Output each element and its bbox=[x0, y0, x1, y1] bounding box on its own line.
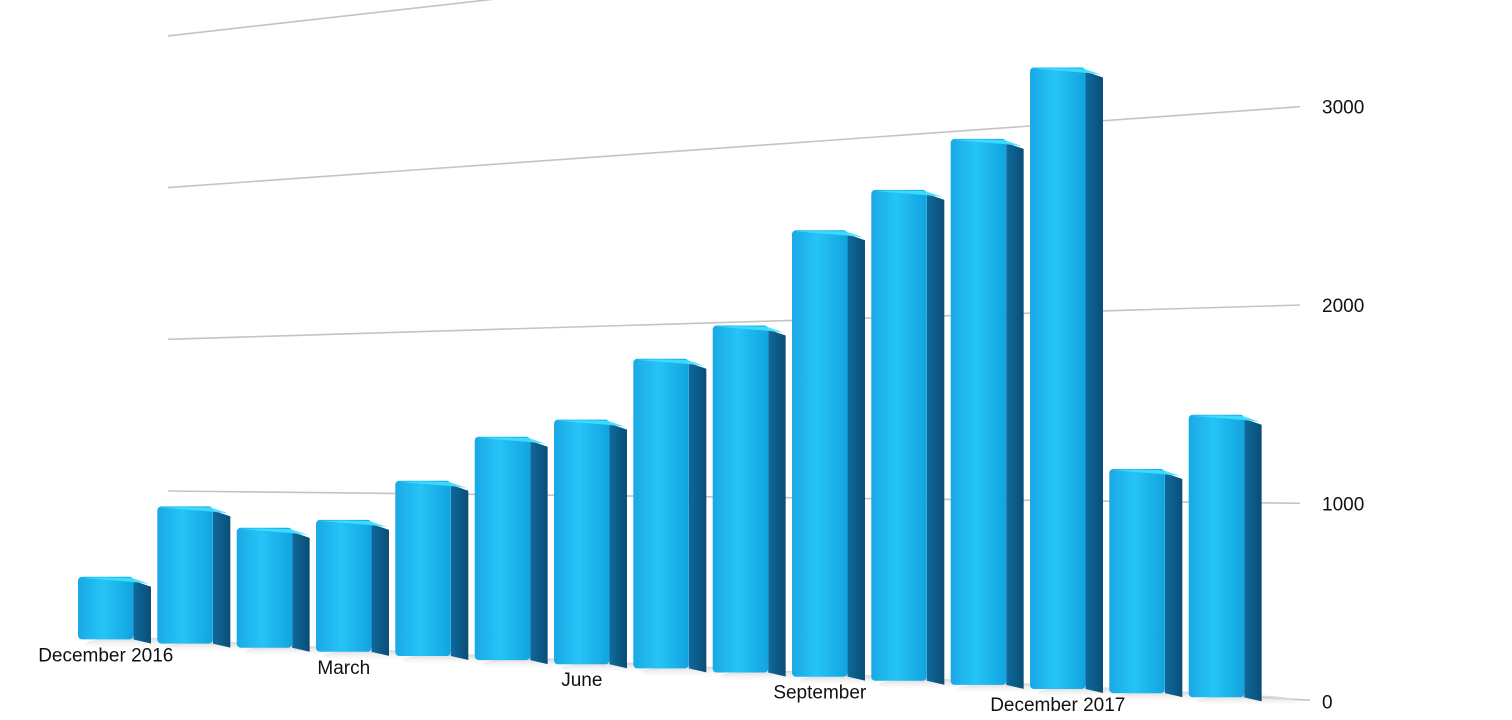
gridline-4000 bbox=[167, 0, 494, 37]
bars bbox=[78, 67, 1262, 702]
bar bbox=[950, 138, 1024, 689]
bar-side bbox=[688, 362, 707, 673]
bar-front bbox=[316, 519, 372, 652]
bar bbox=[633, 358, 707, 673]
bar bbox=[1030, 67, 1103, 694]
bar bbox=[554, 419, 627, 669]
bar-front bbox=[157, 506, 213, 644]
bar-side bbox=[1164, 472, 1183, 698]
bar-side bbox=[1006, 142, 1024, 689]
bar-side bbox=[212, 510, 231, 648]
bar-top bbox=[238, 528, 308, 535]
bar bbox=[474, 436, 548, 665]
bar-side bbox=[609, 423, 627, 669]
bar-front bbox=[633, 358, 689, 669]
bar-front bbox=[950, 138, 1007, 685]
bar-top bbox=[397, 481, 467, 488]
bar-top bbox=[318, 520, 387, 527]
y-tick-label: 1000 bbox=[1322, 494, 1364, 515]
bar-top bbox=[556, 420, 625, 427]
bar bbox=[236, 527, 310, 652]
bar-side bbox=[1244, 418, 1262, 702]
bar-front bbox=[554, 419, 610, 665]
bar-front bbox=[1030, 67, 1086, 689]
bar-side bbox=[926, 193, 945, 685]
bar-side bbox=[450, 484, 469, 660]
bar-side bbox=[133, 580, 151, 644]
bar-side bbox=[371, 523, 389, 656]
bar-shadow bbox=[1196, 695, 1297, 708]
bar-side bbox=[768, 329, 786, 677]
x-category-label: March bbox=[317, 658, 370, 679]
bar-front bbox=[871, 189, 927, 681]
bar-front bbox=[712, 325, 769, 673]
bar-front bbox=[474, 436, 531, 661]
bar-front bbox=[395, 480, 451, 656]
x-category-label: June bbox=[561, 670, 602, 691]
bar-top bbox=[1190, 415, 1260, 422]
bar-top bbox=[1032, 68, 1101, 75]
x-category-label: December 2017 bbox=[990, 695, 1125, 716]
bar bbox=[1109, 469, 1183, 698]
gridline-3000 bbox=[167, 105, 1301, 189]
bar-top bbox=[159, 507, 229, 514]
bar bbox=[1188, 414, 1262, 702]
y-tick-label: 3000 bbox=[1322, 98, 1364, 119]
bar-front bbox=[792, 230, 848, 677]
y-axis-tick-labels: 01000200030004000 bbox=[1322, 98, 1364, 714]
bar bbox=[157, 506, 231, 648]
bar-top bbox=[794, 231, 863, 238]
bar-front bbox=[1188, 414, 1245, 698]
bar-side bbox=[292, 531, 310, 652]
bar-side bbox=[1085, 71, 1103, 694]
bar-top bbox=[873, 190, 943, 197]
x-category-label: September bbox=[773, 683, 867, 704]
bar-top bbox=[80, 577, 149, 584]
bar bbox=[395, 480, 469, 660]
y-tick-label: 0 bbox=[1322, 693, 1333, 714]
bar-top bbox=[635, 359, 705, 366]
bar-front bbox=[78, 576, 134, 640]
bar bbox=[78, 576, 151, 644]
bar-side bbox=[530, 440, 548, 665]
y-tick-label: 2000 bbox=[1322, 296, 1364, 317]
bar-top bbox=[1111, 469, 1181, 476]
bar bbox=[871, 189, 945, 685]
x-axis-category-labels: December 2016 March June September December … bbox=[38, 645, 1125, 716]
bar-side bbox=[847, 234, 865, 681]
gridline-2000 bbox=[167, 304, 1301, 341]
bar bbox=[792, 230, 865, 681]
bar bbox=[712, 325, 786, 677]
bar-front bbox=[1109, 469, 1165, 694]
bar bbox=[316, 519, 389, 656]
bar-front bbox=[236, 527, 293, 648]
x-category-label: December 2016 bbox=[38, 645, 173, 666]
bar-top bbox=[714, 326, 784, 333]
bar-top bbox=[952, 139, 1022, 146]
bar-top bbox=[476, 437, 546, 444]
